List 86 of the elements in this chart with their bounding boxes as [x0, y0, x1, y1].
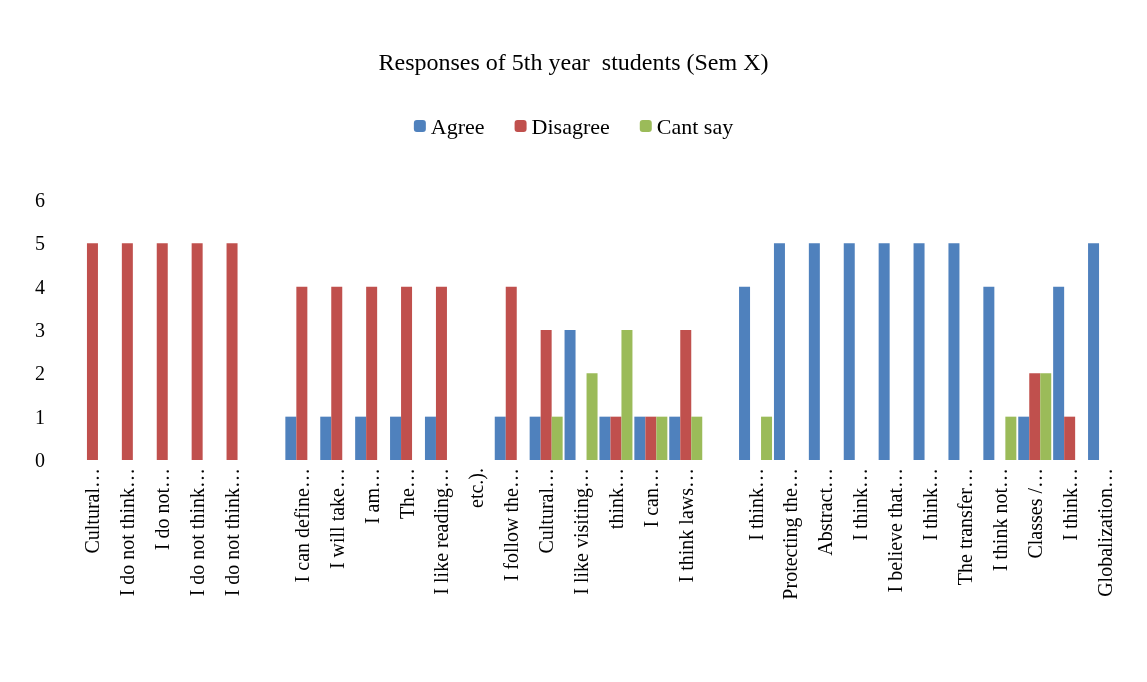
bar: [773, 243, 785, 460]
bar: [621, 330, 633, 460]
bar: [401, 286, 413, 460]
bar: [529, 416, 541, 460]
bar: [505, 286, 517, 460]
y-tick-label: 1: [35, 405, 45, 428]
x-tick-label: Cultural…: [535, 468, 558, 554]
bar: [878, 243, 890, 460]
bar: [739, 286, 751, 460]
bar: [121, 243, 133, 460]
bar: [355, 416, 367, 460]
bar: [691, 416, 703, 460]
x-tick-label: The…: [395, 468, 418, 520]
x-tick-label: I can…: [639, 468, 662, 528]
x-tick-label: I like reading…: [430, 468, 454, 595]
bar: [645, 416, 657, 460]
y-tick-label: 4: [35, 275, 45, 298]
x-tick-label: think…: [604, 468, 627, 530]
bar: [156, 243, 168, 460]
x-tick-label: Protecting the…: [779, 468, 803, 600]
bar: [226, 243, 238, 460]
x-tick-label: I will take…: [325, 468, 348, 570]
bar: [913, 243, 925, 460]
bar: [1064, 416, 1076, 460]
bar: [320, 416, 332, 460]
y-tick-label: 0: [35, 449, 45, 471]
y-tick-label: 2: [35, 362, 45, 385]
bar: [680, 330, 692, 460]
x-tick-label: I do not think…: [186, 468, 209, 597]
x-tick-label: I am…: [360, 468, 383, 525]
x-tick-label: I like visiting…: [570, 468, 594, 595]
bar: [296, 286, 308, 460]
chart-title: Responses of 5th year students (Sem X): [378, 49, 769, 75]
x-tick-label: The transfer…: [953, 468, 976, 586]
legend-label: Disagree: [531, 113, 610, 139]
bar: [564, 330, 576, 460]
x-tick-label: I do not think…: [221, 468, 244, 597]
bar: [494, 416, 506, 460]
bar: [390, 416, 402, 460]
x-tick-label: I think…: [919, 468, 942, 541]
bar: [1040, 373, 1052, 460]
bar: [1005, 416, 1017, 460]
x-tick-label: Globalization…: [1093, 468, 1116, 597]
x-tick-label: I do not think…: [116, 468, 139, 597]
bar: [656, 416, 668, 460]
bar: [285, 416, 297, 460]
x-tick-label: etc.).: [465, 468, 489, 508]
x-tick-label: Abstract…: [814, 468, 837, 556]
bar: [366, 286, 378, 460]
x-tick-label: I think not…: [988, 468, 1011, 572]
x-tick-label: Classes /…: [1023, 468, 1046, 559]
y-tick-label: 6: [35, 189, 45, 211]
bar: [843, 243, 855, 460]
x-tick-label: I think…: [1058, 468, 1081, 541]
y-tick-label: 3: [35, 319, 45, 341]
bar: [1029, 373, 1041, 460]
bar: [634, 416, 646, 460]
bar: [948, 243, 960, 460]
x-tick-label: I think laws…: [674, 468, 697, 583]
x-tick-label: I think…: [849, 468, 872, 541]
bar: [331, 286, 343, 460]
bar: [435, 286, 447, 460]
legend-label: Agree: [430, 113, 485, 139]
bar: [808, 243, 820, 460]
y-tick-label: 5: [35, 232, 45, 255]
x-tick-label: I can define…: [290, 468, 313, 583]
bar: [540, 330, 552, 460]
bar: [669, 416, 681, 460]
bar: [586, 373, 598, 460]
bar: [1088, 243, 1100, 460]
bar: [761, 416, 773, 460]
bar: [1053, 286, 1065, 460]
x-tick-label: I think…: [744, 468, 767, 541]
x-tick-label: I believe that…: [884, 468, 907, 593]
bar: [983, 286, 995, 460]
x-tick-label: I do not…: [151, 468, 174, 551]
bar: [551, 416, 563, 460]
x-tick-label: Cultural…: [81, 468, 104, 554]
bar: [599, 416, 611, 460]
bar: [191, 243, 203, 460]
bar: [1018, 416, 1030, 460]
bar: [424, 416, 436, 460]
bar: [86, 243, 98, 460]
x-tick-label: I follow the…: [500, 468, 523, 582]
legend-label: Cant say: [656, 113, 734, 139]
bar: [610, 416, 622, 460]
